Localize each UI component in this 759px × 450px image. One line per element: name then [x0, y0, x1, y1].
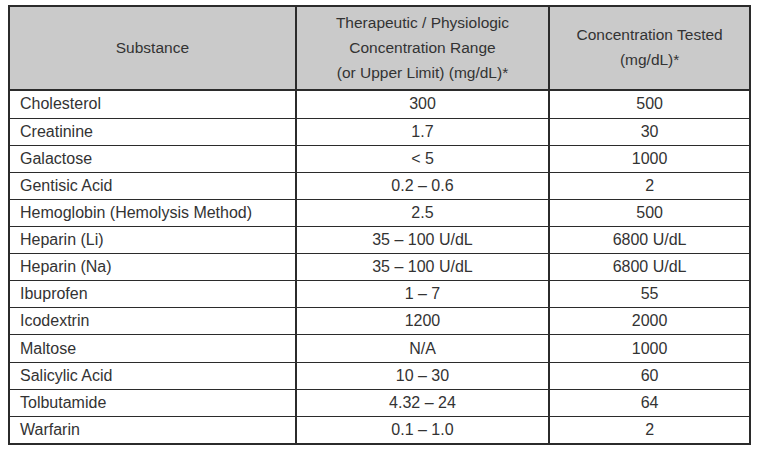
- cell-substance: Hemoglobin (Hemolysis Method): [9, 199, 296, 226]
- table-row: Warfarin 0.1 – 1.0 2: [9, 416, 750, 444]
- cell-concentration-tested: 30: [549, 118, 750, 145]
- cell-substance: Heparin (Na): [9, 254, 296, 281]
- table-row: Hemoglobin (Hemolysis Method) 2.5 500: [9, 199, 750, 226]
- col-header-concentration-tested: Concentration Tested (mg/dL)*: [549, 6, 750, 90]
- cell-concentration-tested: 1000: [549, 145, 750, 172]
- table-row: Gentisic Acid 0.2 – 0.6 2: [9, 172, 750, 199]
- cell-concentration-range: 4.32 – 24: [296, 389, 549, 416]
- cell-concentration-tested: 2: [549, 416, 750, 444]
- col-header-concentration-range: Therapeutic / Physiologic Concentration …: [296, 6, 549, 90]
- document-page: Substance Therapeutic / Physiologic Conc…: [0, 0, 759, 450]
- cell-concentration-range: 0.1 – 1.0: [296, 416, 549, 444]
- table-row: Ibuprofen 1 – 7 55: [9, 281, 750, 308]
- cell-substance: Tolbutamide: [9, 389, 296, 416]
- col-header-substance: Substance: [9, 6, 296, 90]
- cell-substance: Icodextrin: [9, 308, 296, 335]
- table-row: Tolbutamide 4.32 – 24 64: [9, 389, 750, 416]
- table-row: Creatinine 1.7 30: [9, 118, 750, 145]
- cell-substance: Heparin (Li): [9, 227, 296, 254]
- cell-concentration-tested: 2: [549, 172, 750, 199]
- cell-concentration-range: 1 – 7: [296, 281, 549, 308]
- table-row: Galactose < 5 1000: [9, 145, 750, 172]
- cell-substance: Warfarin: [9, 416, 296, 444]
- header-row: Substance Therapeutic / Physiologic Conc…: [9, 6, 750, 90]
- cell-concentration-range: 2.5: [296, 199, 549, 226]
- table-row: Heparin (Na) 35 – 100 U/dL 6800 U/dL: [9, 254, 750, 281]
- cell-concentration-range: N/A: [296, 335, 549, 362]
- cell-concentration-tested: 60: [549, 362, 750, 389]
- cell-concentration-tested: 6800 U/dL: [549, 254, 750, 281]
- cell-concentration-range: 1200: [296, 308, 549, 335]
- cell-concentration-tested: 1000: [549, 335, 750, 362]
- cell-concentration-tested: 500: [549, 199, 750, 226]
- cell-concentration-range: < 5: [296, 145, 549, 172]
- cell-concentration-range: 0.2 – 0.6: [296, 172, 549, 199]
- cell-substance: Maltose: [9, 335, 296, 362]
- table-header: Substance Therapeutic / Physiologic Conc…: [9, 6, 750, 90]
- cell-concentration-range: 10 – 30: [296, 362, 549, 389]
- table-row: Maltose N/A 1000: [9, 335, 750, 362]
- cell-concentration-range: 1.7: [296, 118, 549, 145]
- cell-substance: Galactose: [9, 145, 296, 172]
- cell-substance: Salicylic Acid: [9, 362, 296, 389]
- cell-concentration-tested: 2000: [549, 308, 750, 335]
- table-row: Cholesterol 300 500: [9, 90, 750, 118]
- cell-concentration-tested: 64: [549, 389, 750, 416]
- cell-concentration-tested: 55: [549, 281, 750, 308]
- interference-table: Substance Therapeutic / Physiologic Conc…: [8, 5, 751, 445]
- cell-concentration-tested: 500: [549, 90, 750, 118]
- cell-substance: Ibuprofen: [9, 281, 296, 308]
- cell-concentration-range: 300: [296, 90, 549, 118]
- table-row: Salicylic Acid 10 – 30 60: [9, 362, 750, 389]
- cell-substance: Cholesterol: [9, 90, 296, 118]
- cell-substance: Gentisic Acid: [9, 172, 296, 199]
- table-row: Icodextrin 1200 2000: [9, 308, 750, 335]
- cell-concentration-range: 35 – 100 U/dL: [296, 227, 549, 254]
- cell-concentration-range: 35 – 100 U/dL: [296, 254, 549, 281]
- cell-concentration-tested: 6800 U/dL: [549, 227, 750, 254]
- table-body: Cholesterol 300 500 Creatinine 1.7 30 Ga…: [9, 90, 750, 444]
- table-row: Heparin (Li) 35 – 100 U/dL 6800 U/dL: [9, 227, 750, 254]
- cell-substance: Creatinine: [9, 118, 296, 145]
